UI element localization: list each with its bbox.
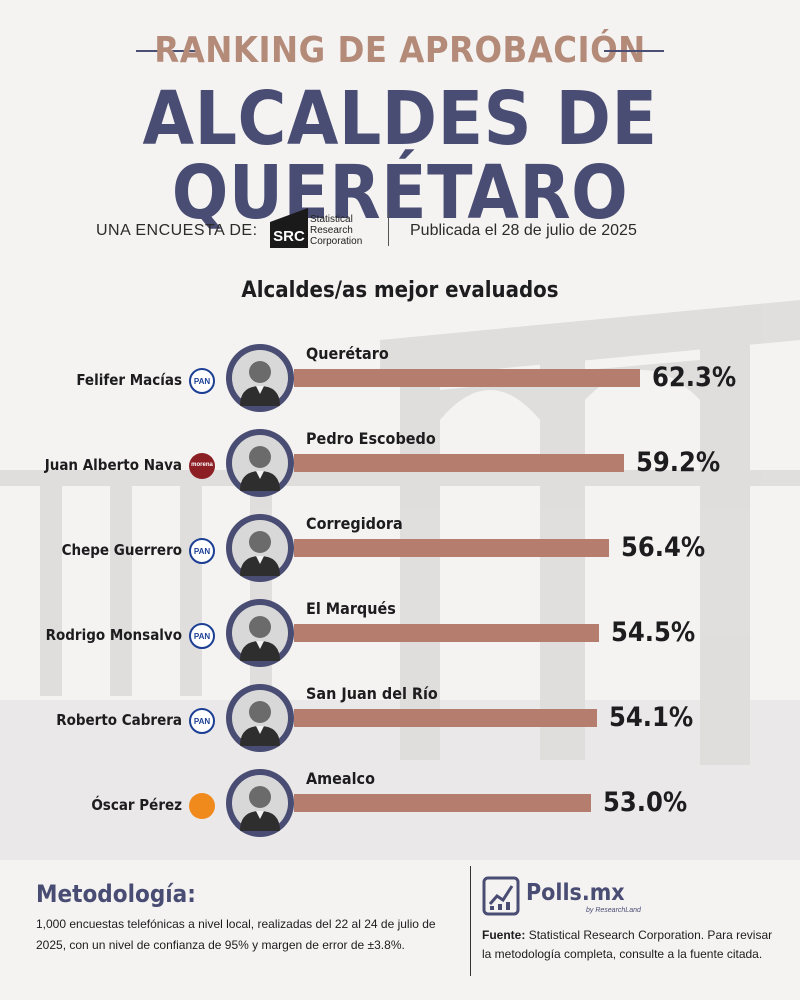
src-logo-line-1: Statistical	[310, 214, 353, 225]
party-badge-pan: PAN	[189, 708, 215, 734]
portrait-icon	[232, 690, 288, 746]
party-badge-label: morena	[191, 462, 213, 468]
subtitle: RANKING DE APROBACIÓN	[154, 30, 646, 71]
approval-bar	[294, 624, 599, 642]
approval-value: 59.2%	[636, 447, 721, 478]
approval-bar	[294, 454, 624, 472]
source-text: Statistical Research Corporation. Para r…	[482, 928, 773, 961]
polls-chart-icon	[482, 876, 520, 916]
source-note: Fuente: Statistical Research Corporation…	[482, 926, 782, 964]
polls-brand-sub: by ResearchLand	[586, 907, 641, 914]
party-badge-mc	[189, 793, 215, 819]
party-badge-pan: PAN	[189, 623, 215, 649]
party-badge-label: PAN	[193, 377, 211, 386]
src-mark-icon: SRC	[270, 208, 308, 248]
subtitle-line-right	[604, 50, 664, 52]
page-title: ALCALDES DE QUERÉTARO	[142, 76, 658, 236]
approval-value: 54.1%	[609, 702, 694, 733]
methodology-text: 1,000 encuestas telefónicas a nivel loca…	[36, 917, 436, 952]
approval-bar	[294, 709, 597, 727]
municipality-label: El Marqués	[306, 599, 396, 618]
municipality-label: Pedro Escobedo	[306, 429, 436, 448]
mayor-photo	[226, 769, 294, 837]
mayor-name: Óscar Pérez	[91, 796, 182, 814]
source-label: Fuente:	[482, 928, 526, 942]
party-badge-pan: PAN	[189, 368, 215, 394]
portrait-icon	[232, 520, 288, 576]
chart-title: Alcaldes/as mejor evaluados	[241, 278, 559, 303]
party-badge-label: PAN	[193, 717, 211, 726]
subtitle-row: RANKING DE APROBACIÓN	[0, 30, 800, 71]
portrait-icon	[232, 775, 288, 831]
approval-bar	[294, 539, 609, 557]
src-logo-line-2: Research	[310, 225, 353, 236]
header-divider	[388, 212, 389, 246]
mayor-name: Chepe Guerrero	[61, 541, 182, 559]
mayor-photo	[226, 429, 294, 497]
approval-bar	[294, 369, 640, 387]
footer-divider	[470, 866, 471, 976]
mayor-name: Felifer Macías	[76, 371, 182, 389]
mayor-photo	[226, 599, 294, 667]
party-badge-label: PAN	[193, 632, 211, 641]
publication-date: Publicada el 28 de julio de 2025	[410, 222, 637, 239]
municipality-label: Querétaro	[306, 344, 389, 363]
approval-bar	[294, 794, 591, 812]
portrait-icon	[232, 435, 288, 491]
portrait-icon	[232, 605, 288, 661]
polls-logo: Polls.mx by ResearchLand	[482, 876, 662, 920]
src-mark-text: SRC	[273, 228, 305, 245]
mayor-photo	[226, 514, 294, 582]
municipality-label: Amealco	[306, 769, 375, 788]
src-logo-text: Statistical Research Corporation	[310, 214, 362, 247]
approval-value: 56.4%	[621, 532, 706, 563]
mayor-photo	[226, 344, 294, 412]
src-logo: SRC Statistical Research Corporation	[270, 208, 388, 250]
party-badge-morena: morena	[189, 453, 215, 479]
src-logo-line-3: Corporation	[310, 236, 363, 247]
portrait-icon	[232, 350, 288, 406]
mayor-name: Juan Alberto Nava	[44, 456, 182, 474]
mayor-name: Roberto Cabrera	[56, 711, 182, 729]
party-badge-pan: PAN	[189, 538, 215, 564]
mayor-name: Rodrigo Monsalvo	[45, 626, 182, 644]
municipality-label: Corregidora	[306, 514, 403, 533]
approval-value: 62.3%	[652, 362, 737, 393]
polls-brand: Polls.mx	[526, 880, 625, 906]
mayor-photo	[226, 684, 294, 752]
municipality-label: San Juan del Río	[306, 684, 438, 703]
methodology-title: Metodología:	[36, 880, 196, 908]
approval-value: 53.0%	[603, 787, 688, 818]
survey-label: UNA ENCUESTA DE:	[96, 222, 258, 239]
approval-value: 54.5%	[611, 617, 696, 648]
party-badge-label: PAN	[193, 547, 211, 556]
subtitle-line-left	[136, 50, 196, 52]
